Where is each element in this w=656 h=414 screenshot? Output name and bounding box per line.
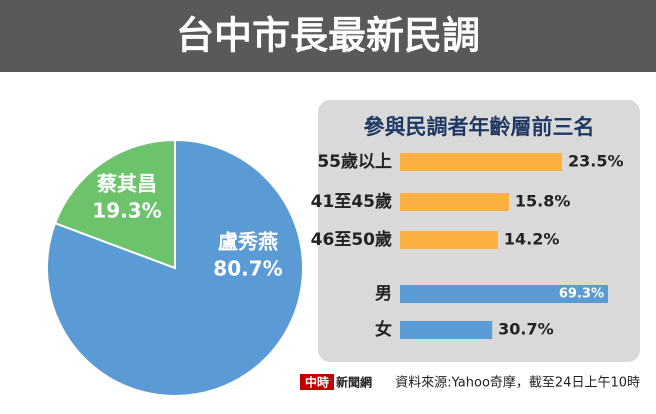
bar	[400, 321, 493, 339]
bar	[400, 231, 498, 249]
bar-label: 女	[375, 319, 392, 340]
slice-label: 盧秀燕	[218, 230, 278, 254]
bar-value: 15.8%	[515, 192, 571, 211]
pie-slice	[46, 138, 304, 397]
bar-value: 69.3%	[559, 287, 604, 302]
logo-text: 新聞網	[336, 375, 372, 390]
bar	[400, 193, 509, 211]
slice-label: 蔡其昌	[96, 172, 157, 196]
slice-value: 80.7%	[213, 257, 282, 281]
slice-value: 19.3%	[92, 199, 161, 223]
panel-title: 參與民調者年齡層前三名	[364, 115, 595, 139]
bar-value: 23.5%	[568, 152, 624, 171]
bar-label: 46至50歲	[311, 229, 392, 250]
bar	[400, 153, 562, 171]
logo: 中時	[305, 375, 329, 390]
bar	[400, 285, 608, 303]
pie-slice	[53, 138, 176, 270]
bar-value: 30.7%	[498, 320, 554, 339]
bar-label: 男	[375, 284, 392, 304]
bar-label: 55歲以上	[317, 151, 392, 172]
logo-box	[300, 374, 334, 390]
bar-value: 14.2%	[504, 230, 560, 249]
bar-label: 41至45歲	[311, 191, 392, 212]
title: 台中市長最新民調	[176, 14, 480, 58]
header-bar	[0, 0, 656, 72]
source: 資料來源:Yahoo奇摩，截至24日上午10時	[395, 375, 640, 391]
